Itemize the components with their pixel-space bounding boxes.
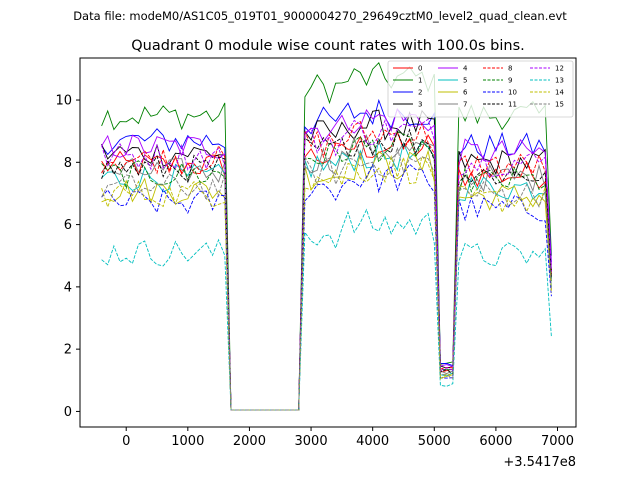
tick-layer: 0 1000 2000 3000 4000 5000 6000 7000 0 2 4 6 8 10	[55, 94, 574, 449]
plot-area-frame	[79, 57, 577, 428]
x-tick-label: 2000	[233, 434, 266, 449]
series-line-9	[101, 130, 552, 411]
legend-label-9: 9	[508, 77, 512, 85]
legend-label-0: 0	[418, 65, 422, 73]
series-line-12	[101, 118, 552, 411]
figure-suptitle: Data file: modeM0/AS1C05_019T01_90000042…	[73, 9, 567, 23]
chart-title: Quadrant 0 module wise count rates with …	[131, 38, 525, 54]
legend-label-15: 15	[555, 101, 564, 109]
x-tick-label: 4000	[356, 434, 389, 449]
y-tick-label: 10	[55, 94, 72, 109]
series-line-3	[101, 109, 552, 411]
legend-label-5: 5	[463, 77, 467, 85]
x-tick-label: 7000	[541, 434, 574, 449]
legend-label-2: 2	[418, 89, 422, 97]
y-tick-label: 8	[64, 156, 72, 171]
legend-label-12: 12	[555, 65, 564, 73]
legend-label-3: 3	[418, 101, 422, 109]
series-line-14	[101, 154, 552, 411]
series-line-2	[101, 98, 552, 411]
legend-label-4: 4	[463, 65, 468, 73]
series-line-4	[101, 107, 552, 411]
series-line-10	[101, 163, 552, 411]
legend-label-8: 8	[508, 65, 512, 73]
legend-frame	[387, 60, 574, 118]
series-line-11	[101, 128, 552, 411]
legend-label-7: 7	[463, 101, 467, 109]
y-tick-label: 2	[64, 343, 72, 358]
y-tick-label: 0	[64, 405, 72, 420]
x-offset-text: +3.5417e8	[503, 455, 576, 470]
series-layer	[101, 61, 552, 411]
legend-label-11: 11	[508, 101, 517, 109]
series-line-15	[101, 147, 552, 411]
x-tick-label: 5000	[418, 434, 451, 449]
series-line-7	[101, 134, 552, 411]
y-tick-label: 6	[64, 218, 72, 233]
legend-label-13: 13	[555, 77, 564, 85]
legend-label-6: 6	[463, 89, 468, 97]
legend-label-10: 10	[508, 89, 517, 97]
y-tick-label: 4	[64, 280, 72, 295]
legend-label-14: 14	[555, 89, 564, 97]
series-line-13	[101, 208, 552, 411]
x-tick-label: 3000	[295, 434, 328, 449]
x-tick-label: 6000	[479, 434, 512, 449]
x-tick-label: 1000	[171, 434, 204, 449]
legend-label-1: 1	[418, 77, 422, 85]
x-tick-label: 0	[122, 434, 130, 449]
series-line-1	[101, 61, 552, 411]
series-line-0	[101, 130, 552, 411]
